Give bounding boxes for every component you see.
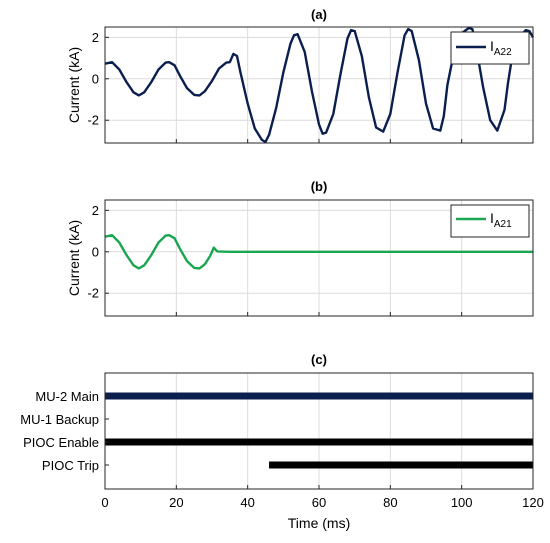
y-tick-label: -2 xyxy=(87,286,99,301)
panel-c-ticks: 0 20 40 60 80 100 120 MU-2 Main MU-1 Backup PIOC … xyxy=(20,389,544,510)
panel-b-title: (b) xyxy=(311,179,328,194)
status-bar xyxy=(105,438,533,446)
status-bar xyxy=(269,461,533,469)
panel-c-title: (c) xyxy=(311,352,327,367)
x-tick-label: 20 xyxy=(169,495,183,510)
y-tick-label: 0 xyxy=(92,71,99,86)
y-tick-label: 2 xyxy=(92,203,99,218)
panel-b-legend: IA21 xyxy=(450,204,530,238)
x-tick-label: 40 xyxy=(240,495,254,510)
panel-b: (b) -2 0 2 Current (kA) IA21 xyxy=(66,179,534,317)
x-tick-label: 80 xyxy=(383,495,397,510)
panel-a-legend-label: IA22 xyxy=(490,38,512,58)
x-tick-label: 100 xyxy=(451,495,473,510)
panel-b-ylabel: Current (kA) xyxy=(66,220,82,296)
panel-a: (a) -2 0 2 Current (kA) IA22 xyxy=(66,7,535,144)
category-label: PIOC Enable xyxy=(23,435,99,450)
y-tick-label: 0 xyxy=(92,244,99,259)
status-bar xyxy=(105,392,533,400)
panel-a-legend: IA22 xyxy=(450,31,530,65)
category-label: MU-1 Backup xyxy=(20,412,99,427)
panel-a-frame xyxy=(104,26,534,144)
x-tick-label: 0 xyxy=(101,495,108,510)
category-label: MU-2 Main xyxy=(35,389,99,404)
panel-c-grid xyxy=(104,373,534,489)
panel-c-xlabel: Time (ms) xyxy=(288,515,350,531)
panel-a-series-line xyxy=(104,26,535,144)
panel-c: (c) 0 20 40 60 80 100 120 MU-2 Main MU-1 Backup P… xyxy=(20,352,544,531)
panel-b-frame xyxy=(104,199,534,317)
panel-b-series-line xyxy=(104,233,533,270)
y-tick-label: 2 xyxy=(92,30,99,45)
panel-c-bars xyxy=(105,392,533,469)
category-label: PIOC Trip xyxy=(42,458,99,473)
panel-a-ylabel: Current (kA) xyxy=(66,47,82,123)
y-tick-label: -2 xyxy=(87,113,99,128)
x-tick-label: 60 xyxy=(312,495,326,510)
panel-b-legend-label: IA21 xyxy=(490,210,512,230)
panel-a-title: (a) xyxy=(311,7,327,22)
x-tick-label: 120 xyxy=(522,495,544,510)
panel-b-legend-box xyxy=(450,204,530,238)
